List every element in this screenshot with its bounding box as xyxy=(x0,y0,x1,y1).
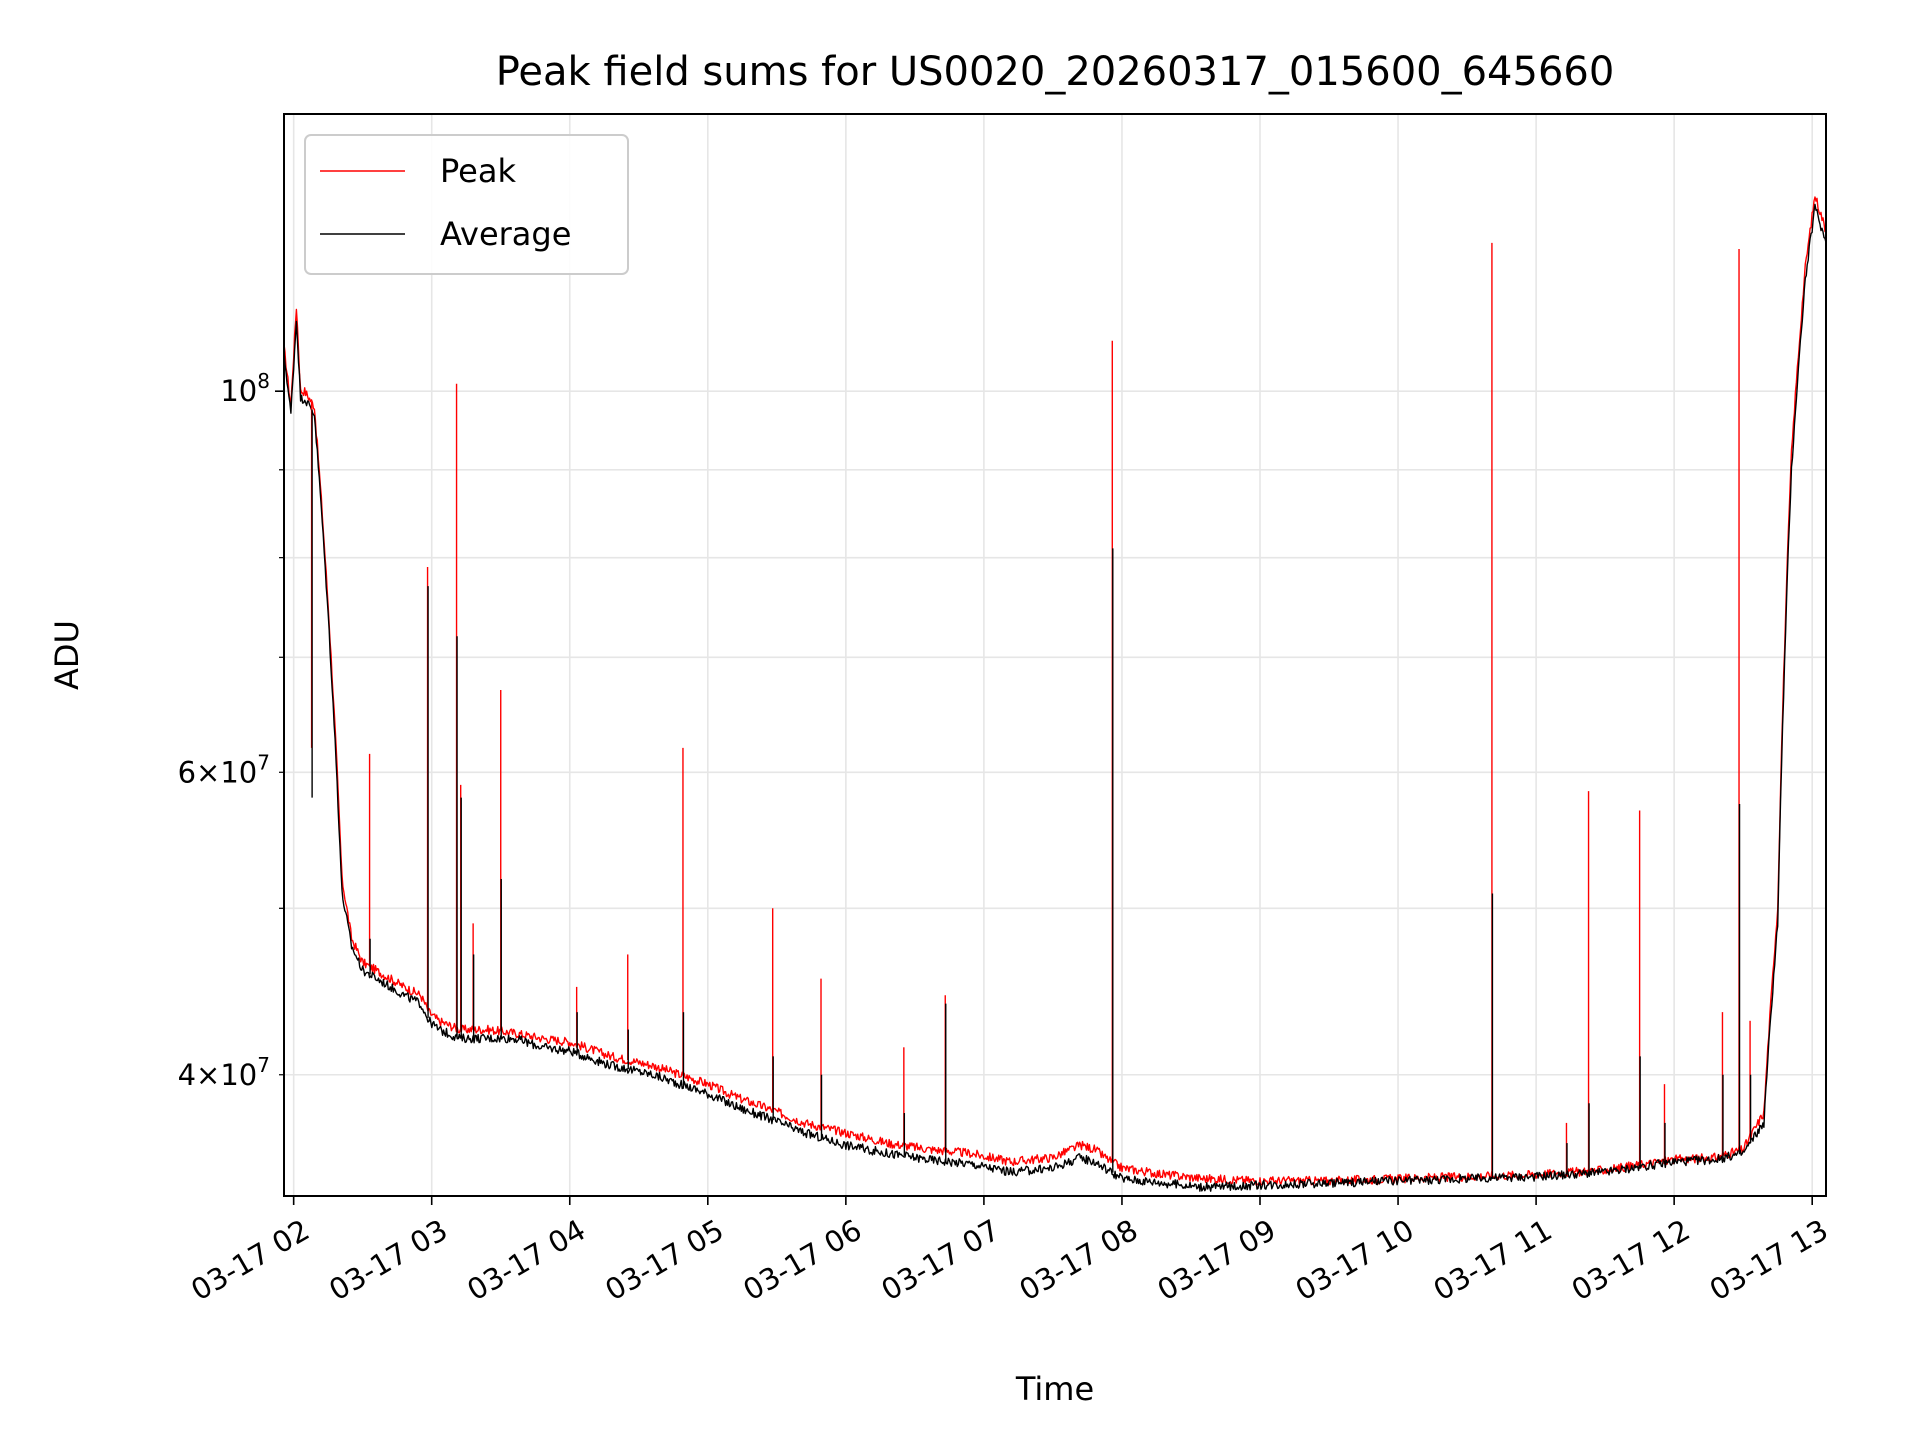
chart-title: Peak field sums for US0020_20260317_0156… xyxy=(496,49,1615,95)
y-axis-label: ADU xyxy=(48,620,86,690)
y-tick-label: 4×107 xyxy=(178,1053,270,1092)
y-tick-label: 6×107 xyxy=(178,750,270,789)
legend-average-label: Average xyxy=(440,215,571,253)
series-peak-line xyxy=(283,196,1827,1186)
legend-peak-label: Peak xyxy=(440,152,516,190)
series-average-line xyxy=(283,203,1827,1192)
plot-series xyxy=(283,196,1827,1192)
plot-spikes xyxy=(310,242,1752,1178)
plot-frame xyxy=(283,113,1827,1197)
legend-box xyxy=(304,134,629,275)
grid xyxy=(284,114,1826,1196)
legend: Peak Average xyxy=(304,134,629,275)
x-axis-label: Time xyxy=(1015,1370,1094,1408)
